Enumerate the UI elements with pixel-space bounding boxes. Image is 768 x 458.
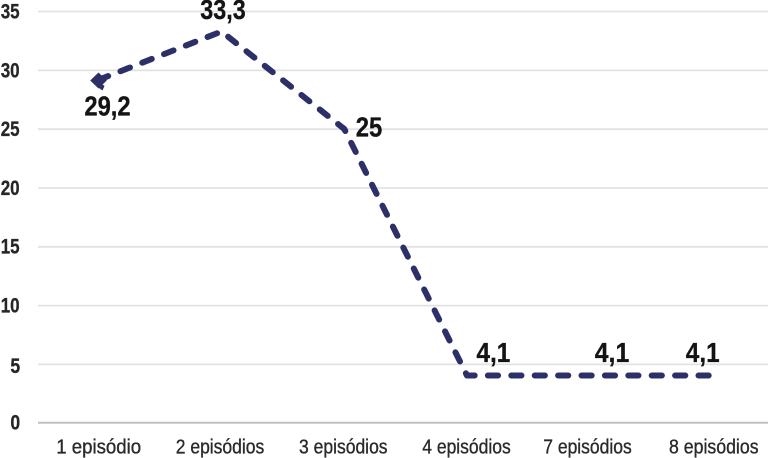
svg-text:30: 30 [1,57,20,82]
svg-text:7 episódios: 7 episódios [543,436,632,458]
svg-text:4,1: 4,1 [595,337,630,368]
svg-text:4,1: 4,1 [477,337,511,368]
svg-text:5: 5 [10,353,20,378]
svg-text:20: 20 [1,175,20,200]
svg-text:29,2: 29,2 [84,90,130,121]
svg-text:3 episódios: 3 episódios [299,436,388,458]
svg-text:33,3: 33,3 [200,0,246,25]
svg-text:35: 35 [1,0,20,23]
svg-text:2 episódios: 2 episódios [176,436,265,458]
svg-text:8 episódios: 8 episódios [669,436,759,458]
svg-text:1 episódio: 1 episódio [56,436,141,458]
svg-text:0: 0 [10,410,20,435]
svg-text:15: 15 [1,234,20,259]
svg-text:25: 25 [356,111,383,142]
svg-text:4,1: 4,1 [686,337,720,368]
svg-text:25: 25 [1,116,20,141]
svg-text:10: 10 [1,293,20,318]
svg-text:4 episódios: 4 episódios [422,436,511,458]
